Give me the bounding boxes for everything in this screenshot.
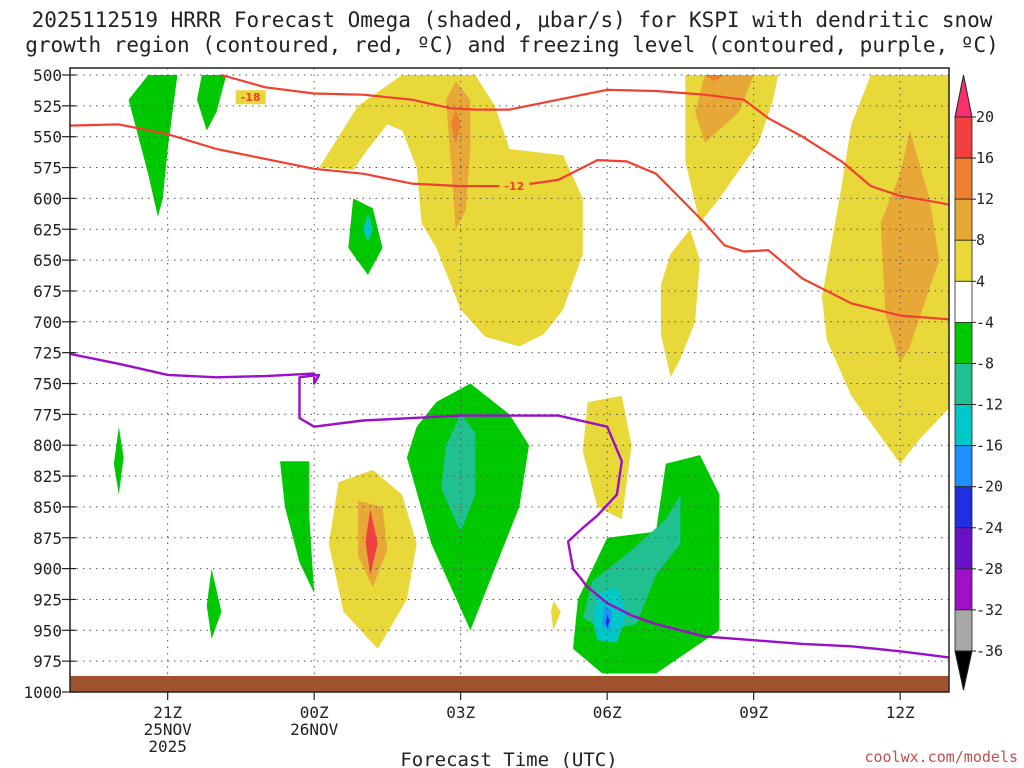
colorbar-label-6: -8 xyxy=(976,354,994,372)
colorbar-label-5: -4 xyxy=(976,313,994,331)
omega-region-8 xyxy=(446,81,471,230)
y-tick-label-950: 950 xyxy=(33,621,62,640)
y-axis: 500 525 550 575 600 625 650 675 700 725 750 775 800 8… xyxy=(23,66,76,702)
colorbar-segment-8 xyxy=(954,445,973,488)
omega-region-4 xyxy=(363,213,373,242)
contour-label-bg-0 xyxy=(235,90,266,105)
colorbar-segment-6 xyxy=(954,363,973,405)
x-tick-label-4-0: 09Z xyxy=(739,703,768,722)
y-tick-label-850: 850 xyxy=(33,498,62,517)
omega-region-11 xyxy=(441,414,476,532)
contour-lines xyxy=(70,73,949,659)
omega-region-1 xyxy=(197,75,227,131)
chart-title-line-1: 2025112519 HRRR Forecast Omega (shaded, … xyxy=(31,8,993,32)
colorbar-segment-4 xyxy=(954,280,973,323)
y-tick-label-975: 975 xyxy=(33,652,62,671)
omega-region-3 xyxy=(348,198,383,275)
x-tick-label-2-0: 03Z xyxy=(446,703,475,722)
colorbar-label-7: -12 xyxy=(976,396,1003,414)
x-tick-label-0-0: 21Z xyxy=(153,703,182,722)
contour-label-0: -18 xyxy=(241,91,261,104)
y-tick-label-625: 625 xyxy=(33,220,62,239)
colorbar-label-2: 12 xyxy=(976,190,994,208)
ground-surface-bar xyxy=(70,675,949,692)
colorbar-label-10: -24 xyxy=(976,519,1003,537)
colorbar-label-9: -20 xyxy=(976,478,1003,496)
omega-region-6 xyxy=(280,461,315,594)
colorbar-bottom-arrow xyxy=(954,650,973,691)
omega-region-2 xyxy=(113,426,124,495)
x-tick-label-1-0: 00Z xyxy=(300,703,329,722)
colorbar-label-11: -28 xyxy=(976,560,1003,578)
colorbar-segment-2 xyxy=(954,198,973,241)
colorbar-segment-3 xyxy=(954,239,973,282)
y-tick-label-550: 550 xyxy=(33,128,62,147)
contour-labels: -18 -12 xyxy=(235,90,530,194)
y-tick-label-575: 575 xyxy=(33,159,62,178)
colorbar-segment-5 xyxy=(954,321,973,364)
omega-region-0 xyxy=(128,75,178,217)
colorbar-segment-7 xyxy=(954,404,973,447)
omega-region-27 xyxy=(880,130,940,363)
chart-title-line-2: growth region (contoured, red, ºC) and f… xyxy=(25,33,999,57)
dendritic-contour-1 xyxy=(70,123,949,321)
x-axis-label: Forecast Time (UTC) xyxy=(400,749,617,768)
x-tick-label-0-2: 2025 xyxy=(148,737,187,756)
omega-region-15 xyxy=(551,600,561,631)
colorbar: 20 16 12 8 4 -4 -8 -12 -16 -20 -24 -28 -32 -36 xyxy=(954,74,1003,691)
y-tick-label-800: 800 xyxy=(33,436,62,455)
y-tick-label-650: 650 xyxy=(33,251,62,270)
omega-region-16 xyxy=(582,395,632,520)
y-tick-label-900: 900 xyxy=(33,560,62,579)
omega-region-5 xyxy=(206,568,222,639)
colorbar-segment-0 xyxy=(954,116,973,159)
colorbar-segment-1 xyxy=(954,157,973,200)
omega-region-19 xyxy=(695,75,754,143)
x-tick-label-1-1: 26NOV xyxy=(290,720,339,739)
colorbar-label-4: 4 xyxy=(976,272,985,290)
colorbar-label-1: 16 xyxy=(976,149,994,167)
y-tick-label-700: 700 xyxy=(33,313,62,332)
contour-label-1: -12 xyxy=(504,180,524,193)
omega-region-17 xyxy=(660,229,700,378)
credit-text: coolwx.com/models xyxy=(864,748,1018,766)
y-tick-label-775: 775 xyxy=(33,405,62,424)
colorbar-label-3: 8 xyxy=(976,231,985,249)
x-tick-label-5-0: 12Z xyxy=(886,703,915,722)
y-tick-label-825: 825 xyxy=(33,467,62,486)
grid-lines xyxy=(70,68,949,692)
y-tick-label-675: 675 xyxy=(33,282,62,301)
y-tick-label-750: 750 xyxy=(33,375,62,394)
y-tick-label-875: 875 xyxy=(33,529,62,548)
omega-region-7 xyxy=(319,75,583,347)
y-tick-label-600: 600 xyxy=(33,189,62,208)
y-tick-label-925: 925 xyxy=(33,590,62,609)
omega-region-20 xyxy=(704,75,725,82)
colorbar-segment-12 xyxy=(954,609,973,652)
y-tick-label-725: 725 xyxy=(33,344,62,363)
colorbar-top-arrow xyxy=(954,74,973,118)
y-tick-label-525: 525 xyxy=(33,97,62,116)
omega-region-9 xyxy=(450,109,461,143)
freezing-level-contour xyxy=(70,352,949,659)
colorbar-label-8: -16 xyxy=(976,437,1003,455)
contour-label-bg-1 xyxy=(499,179,530,194)
colorbar-label-12: -32 xyxy=(976,601,1003,619)
colorbar-label-13: -36 xyxy=(976,642,1003,660)
omega-region-14 xyxy=(365,509,378,575)
colorbar-segment-11 xyxy=(954,568,973,611)
y-tick-label-500: 500 xyxy=(33,66,62,85)
colorbar-segment-9 xyxy=(954,486,973,529)
colorbar-label-0: 20 xyxy=(976,108,994,126)
plot-frame xyxy=(69,67,950,693)
x-tick-label-3-0: 06Z xyxy=(593,703,622,722)
y-tick-label-1000: 1000 xyxy=(23,683,62,702)
colorbar-segment-10 xyxy=(954,527,973,570)
dendritic-contour-0 xyxy=(221,73,949,206)
x-tick-label-0-1: 25NOV xyxy=(144,720,193,739)
